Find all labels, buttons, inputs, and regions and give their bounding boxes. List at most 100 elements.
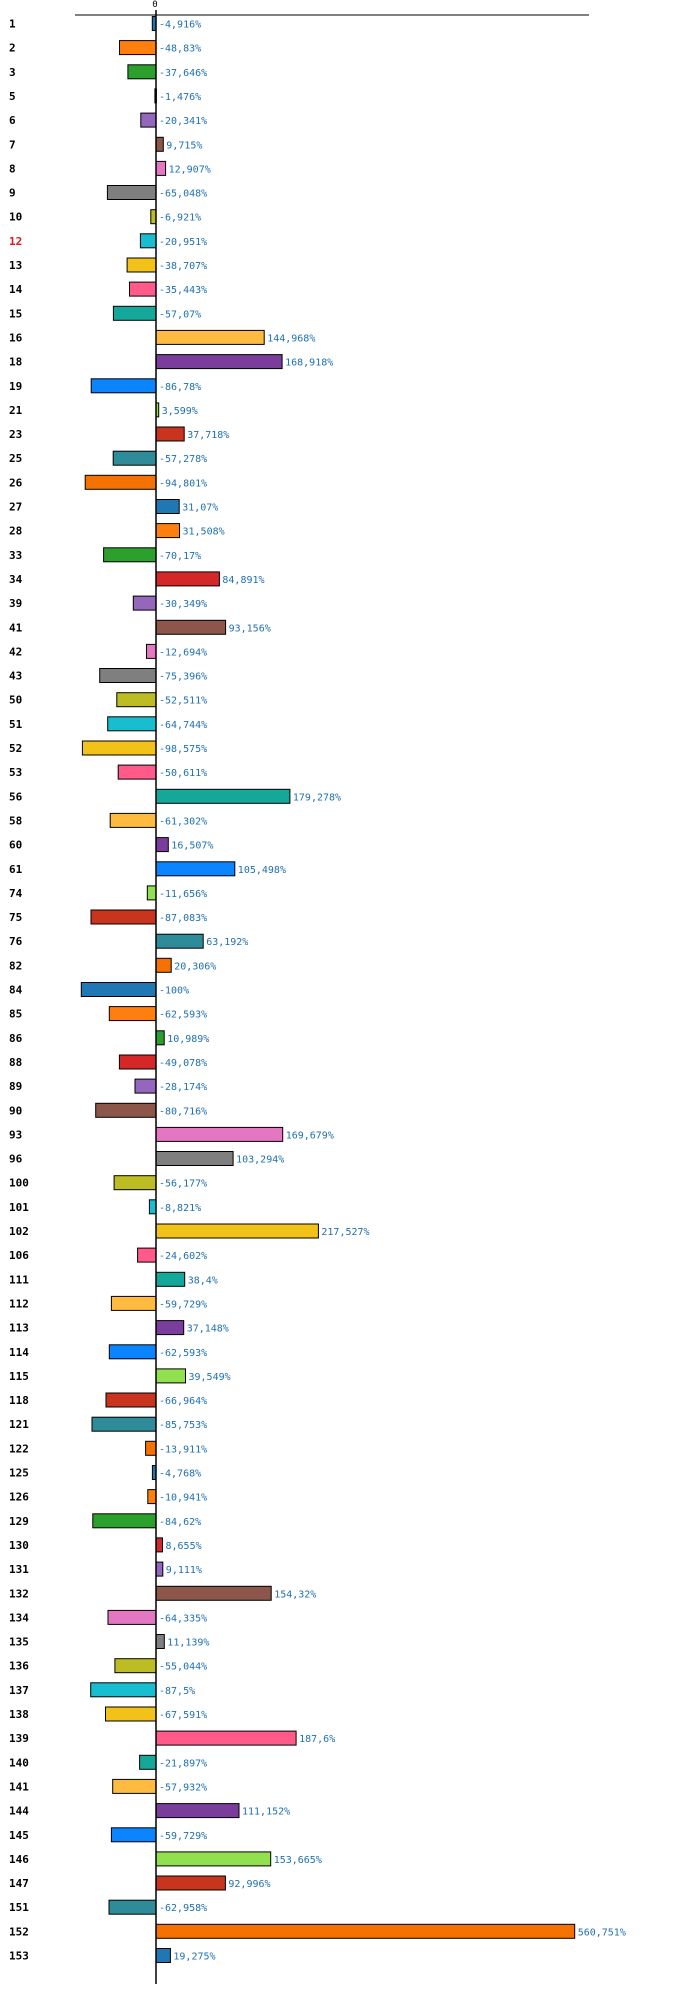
category-label-58: 58 xyxy=(9,814,22,827)
category-label-15: 15 xyxy=(9,307,22,320)
category-label-101: 101 xyxy=(9,1201,29,1214)
bar-39 xyxy=(132,595,157,611)
bar-86 xyxy=(155,1030,165,1046)
value-label-16: 144,968% xyxy=(267,333,315,344)
bar-129 xyxy=(92,1513,157,1529)
bar-60 xyxy=(155,837,169,853)
category-label-146: 146 xyxy=(9,1853,29,1866)
value-label-18: 168,918% xyxy=(285,358,333,369)
value-label-50: -52,511% xyxy=(159,696,207,707)
bar-90 xyxy=(95,1102,157,1118)
category-label-118: 118 xyxy=(9,1394,29,1407)
bar-121 xyxy=(91,1416,157,1432)
value-label-74: -11,656% xyxy=(159,889,207,900)
value-label-106: -24,602% xyxy=(159,1251,207,1262)
category-label-1: 1 xyxy=(9,18,16,31)
category-label-51: 51 xyxy=(9,718,23,731)
bar-15 xyxy=(112,305,157,321)
category-label-137: 137 xyxy=(9,1684,29,1697)
bar-41 xyxy=(155,619,227,635)
value-label-86: 10,989% xyxy=(167,1034,209,1045)
value-label-56: 179,278% xyxy=(293,792,341,803)
value-label-114: -62,593% xyxy=(159,1348,207,1359)
bar-19 xyxy=(90,378,157,394)
value-label-88: -49,078% xyxy=(159,1058,207,1069)
category-label-96: 96 xyxy=(9,1153,23,1166)
value-label-28: 31,508% xyxy=(183,527,225,538)
category-label-115: 115 xyxy=(9,1370,29,1383)
value-label-152: 560,751% xyxy=(578,1927,626,1938)
value-label-140: -21,897% xyxy=(159,1758,207,1769)
bar-75 xyxy=(90,909,157,925)
category-label-13: 13 xyxy=(9,259,22,272)
value-label-43: -75,396% xyxy=(159,672,207,683)
value-label-53: -50,611% xyxy=(159,768,207,779)
bar-141 xyxy=(112,1778,157,1794)
value-label-41: 93,156% xyxy=(229,623,271,634)
value-label-113: 37,148% xyxy=(187,1324,229,1335)
category-label-53: 53 xyxy=(9,766,22,779)
category-label-139: 139 xyxy=(9,1732,29,1745)
value-label-6: -20,341% xyxy=(159,116,207,127)
bar-16 xyxy=(155,329,265,345)
bar-101 xyxy=(148,1199,157,1215)
value-label-153: 19,275% xyxy=(173,1952,215,1963)
value-label-10: -6,921% xyxy=(159,213,201,224)
value-label-121: -85,753% xyxy=(159,1420,207,1431)
category-label-113: 113 xyxy=(9,1322,29,1335)
bar-144 xyxy=(155,1803,240,1819)
value-label-39: -30,349% xyxy=(159,599,207,610)
value-label-131: 9,111% xyxy=(166,1565,202,1576)
value-label-85: -62,593% xyxy=(159,1010,207,1021)
bar-131 xyxy=(155,1561,164,1577)
bar-76 xyxy=(155,933,204,949)
bar-93 xyxy=(155,1126,284,1142)
row-labels-group: 1235678910121314151618192123252627283334… xyxy=(9,18,29,1963)
bar-84 xyxy=(80,982,157,997)
value-label-14: -35,443% xyxy=(159,285,207,296)
category-label-34: 34 xyxy=(9,573,23,586)
bar-114 xyxy=(108,1344,157,1360)
value-label-135: 11,139% xyxy=(167,1638,209,1649)
category-label-121: 121 xyxy=(9,1418,29,1431)
category-label-74: 74 xyxy=(9,887,23,900)
bar-26 xyxy=(84,474,157,490)
category-label-12: 12 xyxy=(9,235,22,248)
bar-140 xyxy=(139,1754,157,1770)
value-label-61: 105,498% xyxy=(238,865,286,876)
zero-tick-label: 0 xyxy=(152,0,157,10)
category-label-18: 18 xyxy=(9,356,22,369)
bar-6 xyxy=(140,112,157,128)
category-label-106: 106 xyxy=(9,1249,29,1262)
category-label-140: 140 xyxy=(9,1756,29,1769)
category-label-60: 60 xyxy=(9,839,22,852)
value-label-129: -84,62% xyxy=(159,1517,201,1528)
category-label-7: 7 xyxy=(9,138,16,151)
category-label-25: 25 xyxy=(9,452,22,465)
bar-122 xyxy=(145,1440,157,1456)
category-label-112: 112 xyxy=(9,1297,29,1310)
value-label-147: 92,996% xyxy=(228,1879,270,1890)
value-label-132: 154,32% xyxy=(274,1589,316,1600)
bar-115 xyxy=(155,1368,186,1384)
bar-50 xyxy=(116,692,157,708)
value-label-111: 38,4% xyxy=(188,1275,218,1286)
bar-136 xyxy=(114,1658,157,1674)
category-label-126: 126 xyxy=(9,1491,29,1504)
value-label-89: -28,174% xyxy=(159,1082,207,1093)
bar-106 xyxy=(137,1247,157,1263)
bar-43 xyxy=(99,668,157,683)
value-label-141: -57,932% xyxy=(159,1782,207,1793)
category-label-52: 52 xyxy=(9,742,22,755)
bar-2 xyxy=(119,40,157,56)
category-label-100: 100 xyxy=(9,1177,29,1190)
bar-132 xyxy=(155,1585,272,1601)
value-label-130: 8,655% xyxy=(166,1541,202,1552)
value-label-139: 187,6% xyxy=(299,1734,335,1745)
category-label-135: 135 xyxy=(9,1636,29,1649)
bar-118 xyxy=(105,1392,157,1408)
value-label-42: -12,694% xyxy=(159,647,207,658)
category-label-61: 61 xyxy=(9,863,23,876)
value-label-75: -87,083% xyxy=(159,913,207,924)
bar-147 xyxy=(155,1875,226,1891)
